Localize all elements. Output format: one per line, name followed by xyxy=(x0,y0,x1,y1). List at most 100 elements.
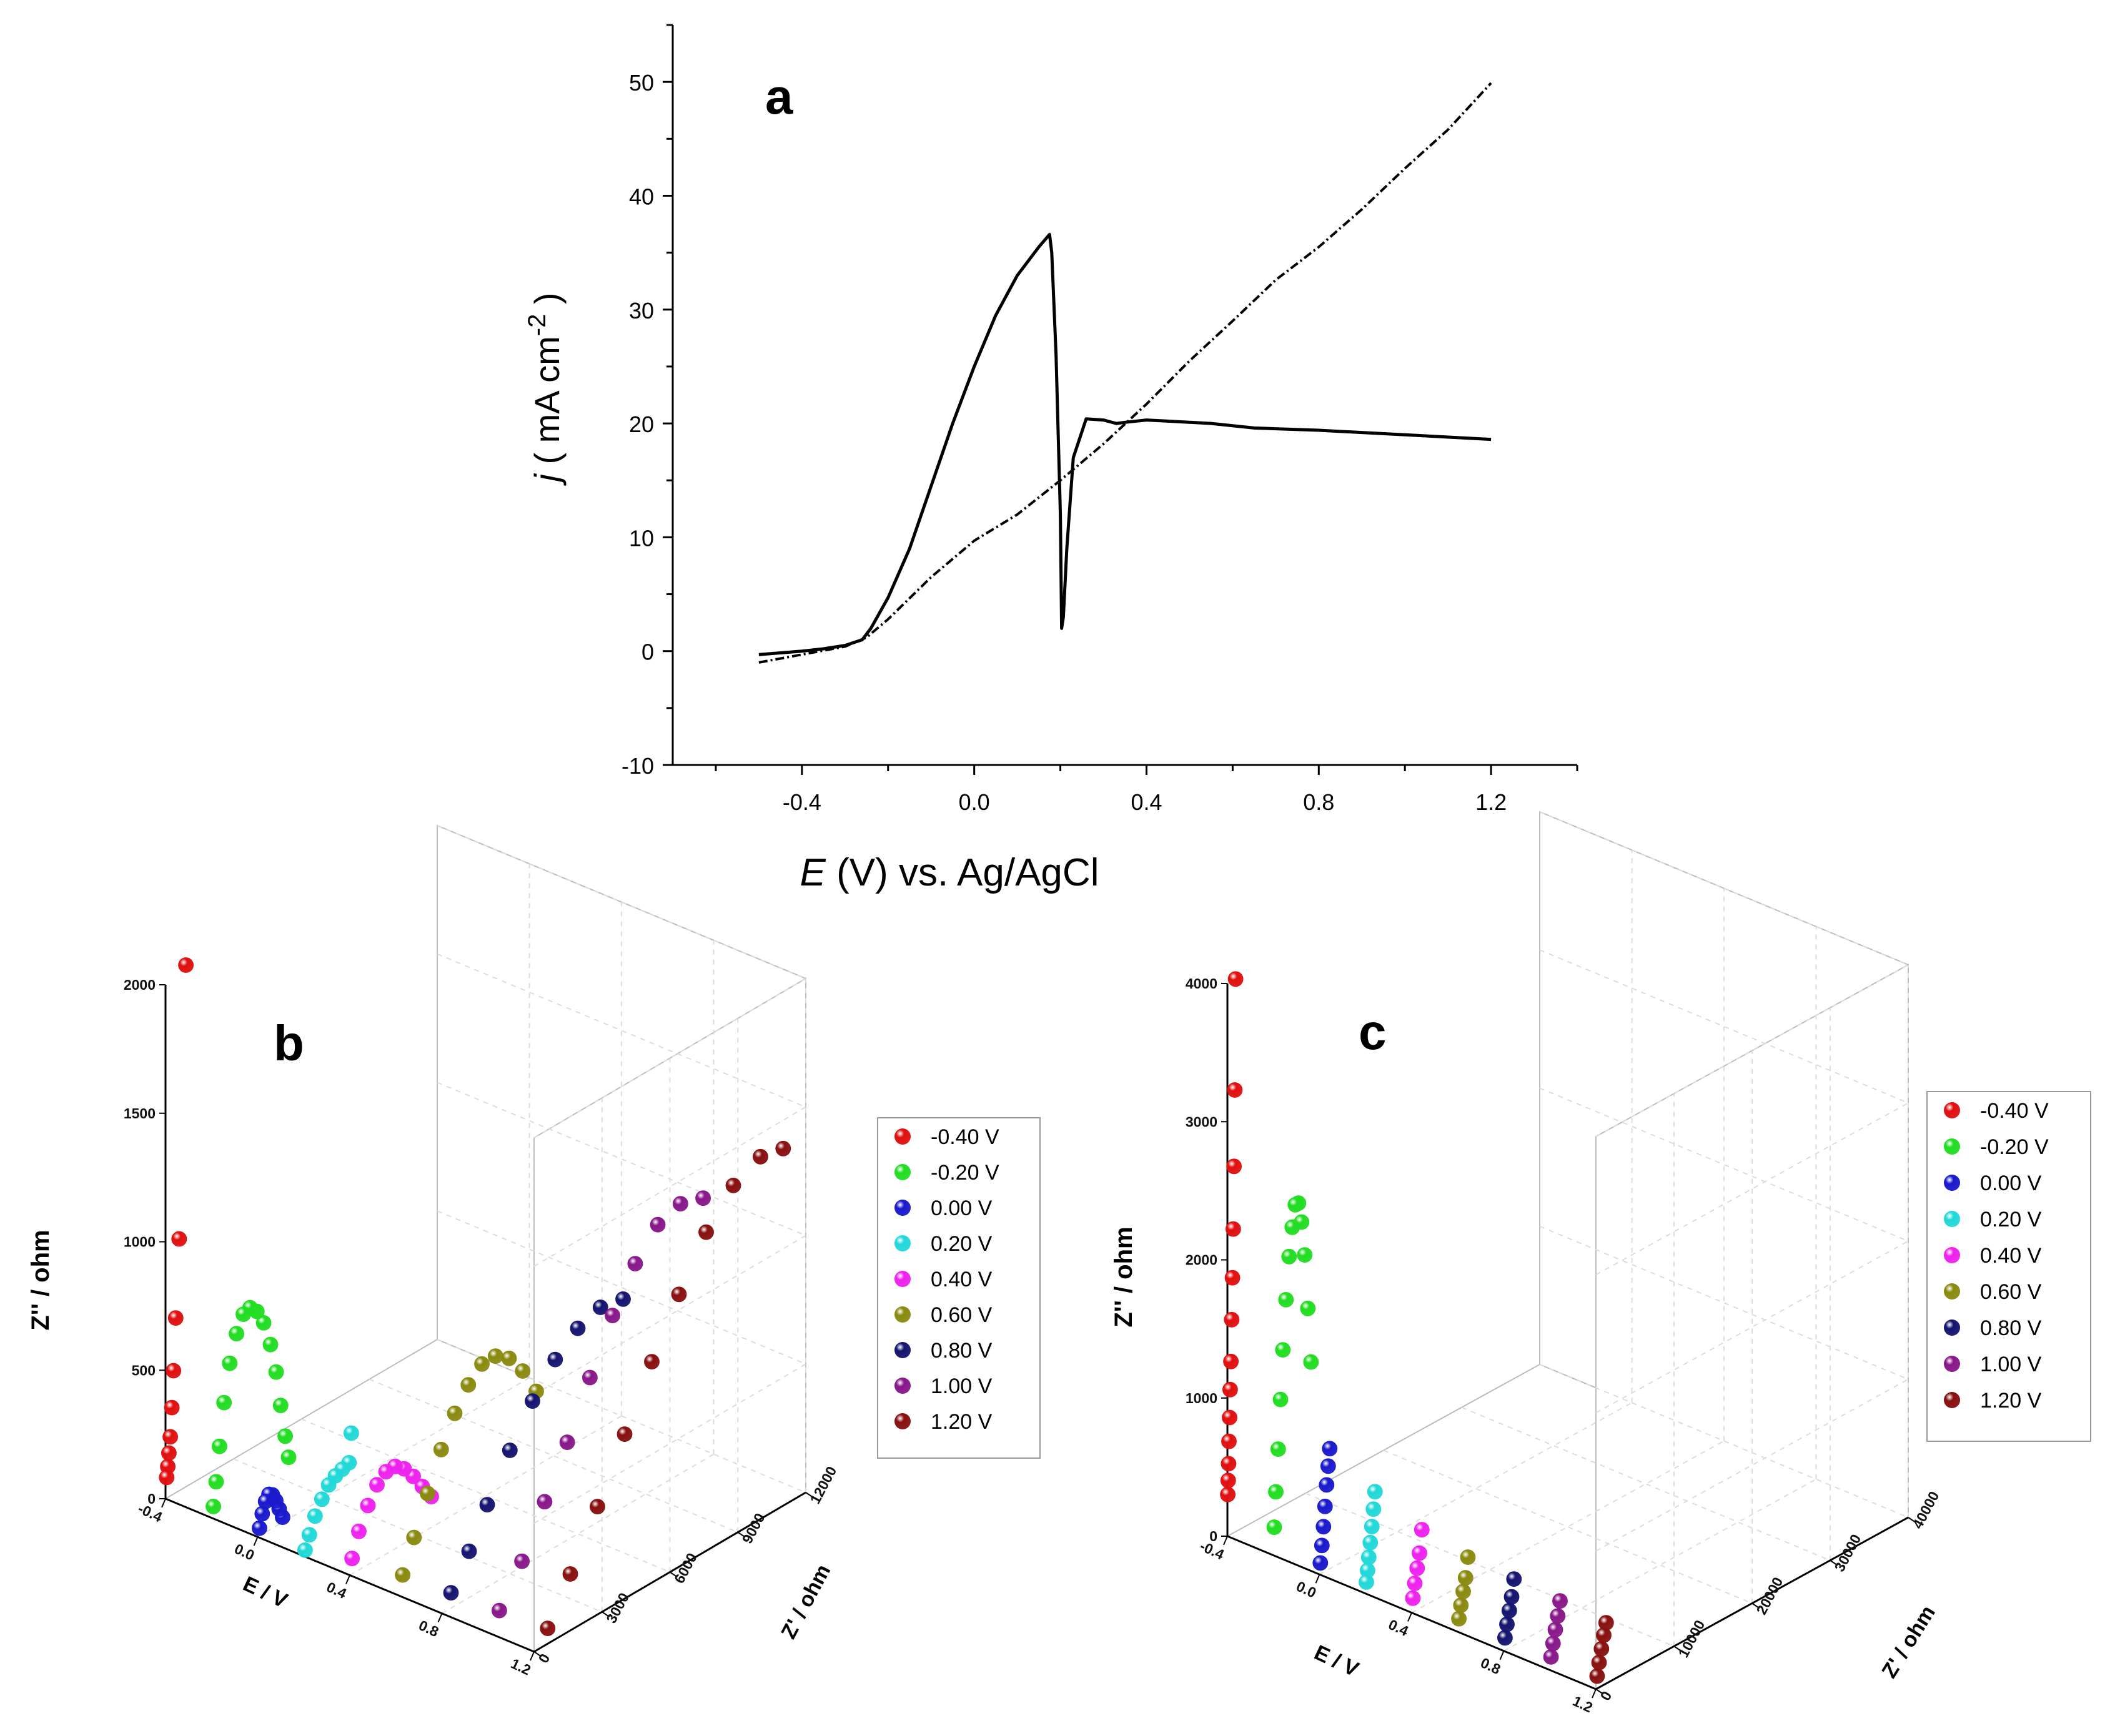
side-grid-line xyxy=(533,1363,806,1524)
panel-b-legend: -0.40 V -0.20 V 0.00 V 0.20 V 0.40 V 0.60 V 0.… xyxy=(877,1117,1041,1459)
data-point xyxy=(501,1350,517,1366)
legend-marker xyxy=(894,1342,911,1358)
data-point xyxy=(1220,1472,1236,1489)
data-point xyxy=(1322,1441,1338,1457)
data-point xyxy=(229,1326,245,1342)
data-point xyxy=(1501,1602,1517,1619)
data-point xyxy=(447,1405,463,1421)
floor-grid-line xyxy=(301,1418,670,1573)
data-point xyxy=(1364,1519,1380,1535)
data-point xyxy=(1550,1608,1566,1624)
panel-a-series xyxy=(758,82,1492,664)
z-axis-tick-label: 4000 xyxy=(1186,975,1217,992)
data-point xyxy=(673,1196,688,1211)
data-point xyxy=(1589,1668,1605,1684)
e-axis-tick xyxy=(1315,1574,1320,1584)
floor-grid-line xyxy=(1539,1364,1909,1518)
data-point xyxy=(615,1291,631,1307)
data-point xyxy=(479,1497,495,1513)
panel-b-z-axis-title: Z'' / ohm xyxy=(27,1230,54,1330)
back-grid-line xyxy=(1539,949,1909,1104)
panel-c-zre-axis-title: Z' / ohm xyxy=(1877,1601,1940,1682)
data-point xyxy=(1272,1391,1289,1408)
data-point xyxy=(559,1434,575,1451)
data-point xyxy=(1224,1311,1240,1328)
e-axis-tick xyxy=(1407,1612,1412,1622)
e-axis-tick-label: 0.4 xyxy=(1386,1616,1411,1639)
data-point xyxy=(1320,1458,1336,1474)
panel-a-y-tick-label: 20 xyxy=(629,412,654,437)
z-axis-tick-label: 2000 xyxy=(124,977,156,993)
legend-marker xyxy=(894,1306,911,1323)
data-point xyxy=(1227,971,1244,987)
panel-a-dashed-curve xyxy=(758,82,1492,664)
e-axis-tick-label: 1.2 xyxy=(1570,1692,1595,1715)
data-point xyxy=(562,1566,578,1582)
panel-c-legend: -0.40 V -0.20 V 0.00 V 0.20 V 0.40 V 0.60 V 0.… xyxy=(1926,1091,2091,1442)
data-point xyxy=(1303,1354,1319,1370)
floor-grid-line xyxy=(369,1378,738,1533)
data-point xyxy=(162,1429,179,1445)
data-point xyxy=(1359,1574,1374,1590)
data-point xyxy=(216,1394,232,1411)
panel-c-3d-box xyxy=(1221,811,1916,1699)
side-grid-line xyxy=(533,1106,806,1267)
data-point xyxy=(1222,1381,1238,1398)
data-point xyxy=(433,1441,449,1457)
panel-b-e-axis-title: E / V xyxy=(239,1572,291,1613)
data-point xyxy=(1315,1519,1332,1535)
panel-a-letter: a xyxy=(765,69,793,124)
legend-marker xyxy=(1944,1175,1960,1191)
data-point xyxy=(540,1620,556,1637)
data-point xyxy=(1222,1409,1237,1426)
data-point xyxy=(378,1464,394,1480)
data-point xyxy=(1409,1560,1425,1576)
panel-a-y-axis-title-text: ( mA cm xyxy=(527,336,567,474)
data-point xyxy=(268,1364,284,1380)
data-point xyxy=(344,1425,359,1441)
panel-a-y-tick-label: 40 xyxy=(629,184,654,209)
data-point xyxy=(461,1543,477,1559)
zre-axis-tick xyxy=(1595,1689,1604,1695)
data-point xyxy=(351,1523,367,1539)
data-point xyxy=(206,1499,222,1514)
data-point xyxy=(1319,1477,1335,1493)
zre-axis-tick-label: 40000 xyxy=(1909,1489,1942,1532)
data-point xyxy=(1226,1221,1241,1237)
data-point xyxy=(1596,1627,1612,1643)
data-point xyxy=(1268,1484,1284,1500)
side-grid-line xyxy=(533,1235,806,1396)
e-axis-tick xyxy=(1223,1536,1228,1546)
e-axis-tick xyxy=(161,1498,166,1508)
panel-c-e-axis-title: E / V xyxy=(1310,1640,1362,1682)
data-point xyxy=(1506,1571,1522,1587)
zre-axis-tick-label: 0 xyxy=(1597,1689,1615,1704)
e-axis-tick xyxy=(1499,1650,1505,1660)
legend-marker xyxy=(894,1235,911,1251)
data-point xyxy=(474,1356,490,1372)
legend-label: -0.20 V xyxy=(1980,1135,2049,1159)
data-point xyxy=(443,1585,459,1601)
e-axis-tick-label: 0.4 xyxy=(324,1579,349,1602)
data-point xyxy=(307,1508,323,1524)
floor-grid-line xyxy=(437,1339,806,1493)
back-grid-line xyxy=(437,953,806,1108)
data-point xyxy=(1367,1484,1383,1500)
data-point xyxy=(251,1520,267,1536)
panel-a-x-axis-title: E (V) vs. Ag/AgCl xyxy=(800,851,1099,894)
legend-marker xyxy=(1944,1138,1960,1155)
legend-marker xyxy=(894,1378,911,1394)
data-point xyxy=(161,1445,177,1461)
legend-label: 0.40 V xyxy=(931,1268,993,1291)
data-point xyxy=(1226,1158,1242,1175)
e-axis-tick-label: -0.4 xyxy=(1197,1537,1227,1562)
data-point xyxy=(1545,1635,1561,1652)
panel-a-y-tick-labels: -10 0 10 20 30 40 50 xyxy=(622,70,654,779)
data-point xyxy=(644,1354,660,1370)
data-point xyxy=(775,1140,791,1157)
data-point xyxy=(297,1542,313,1558)
floor-grid-line xyxy=(349,1415,622,1576)
